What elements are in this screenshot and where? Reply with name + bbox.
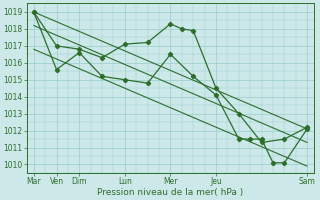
X-axis label: Pression niveau de la mer( hPa ): Pression niveau de la mer( hPa ) — [97, 188, 244, 197]
